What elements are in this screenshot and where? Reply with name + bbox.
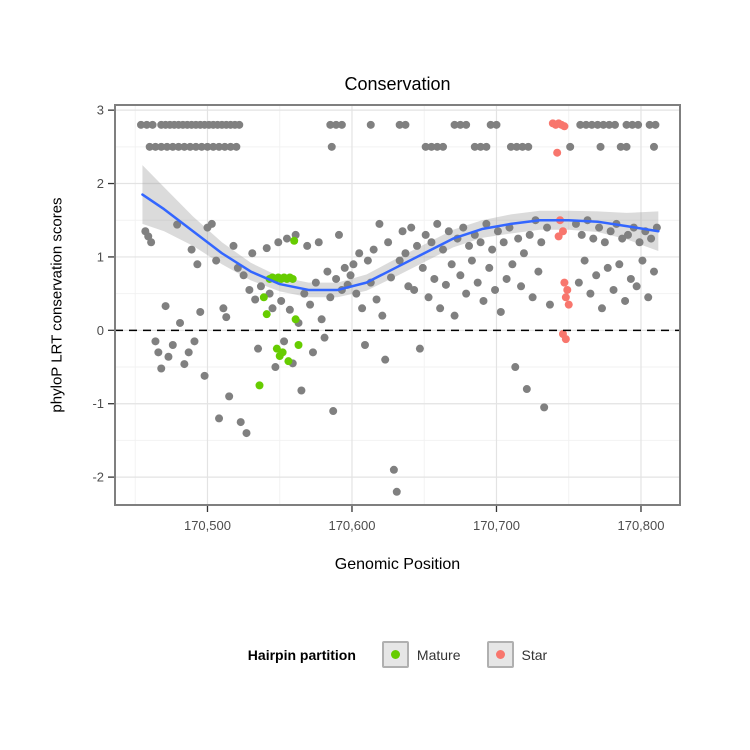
star-dot-icon (495, 650, 505, 659)
svg-text:0: 0 (97, 323, 104, 338)
svg-text:170,600: 170,600 (328, 518, 375, 533)
svg-text:2: 2 (97, 176, 104, 191)
legend-item-star: Star (486, 641, 548, 668)
svg-text:170,500: 170,500 (184, 518, 231, 533)
legend-title: Hairpin partition (247, 646, 356, 663)
svg-text:170,800: 170,800 (617, 518, 664, 533)
x-axis-title: Genomic Position (334, 556, 461, 573)
legend-item-mature: Mature (381, 641, 461, 668)
chart-title: Conservation (344, 74, 451, 94)
legend: Hairpin partition Mature Star (115, 641, 680, 668)
legend-label-mature: Mature (416, 646, 461, 663)
svg-text:-2: -2 (92, 470, 104, 485)
svg-text:170,700: 170,700 (473, 518, 520, 533)
y-axis-title: phyloP LRT conservation scores (48, 197, 66, 413)
legend-label-star: Star (521, 646, 548, 663)
svg-text:3: 3 (97, 103, 104, 118)
svg-text:1: 1 (97, 249, 104, 264)
mature-dot-icon (390, 650, 400, 659)
legend-key-mature (381, 641, 409, 668)
legend-key-star (486, 641, 514, 668)
svg-text:-1: -1 (92, 396, 104, 411)
